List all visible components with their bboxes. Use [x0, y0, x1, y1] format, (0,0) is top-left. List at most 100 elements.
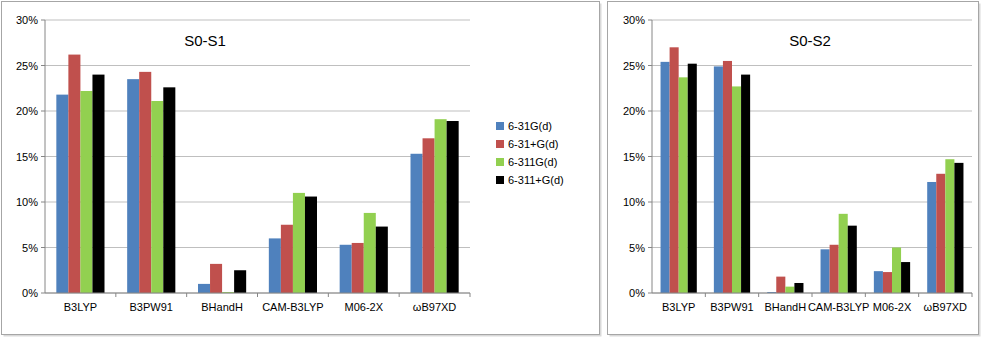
grid-line	[652, 156, 972, 157]
category-label: CAM-B3LYP	[262, 301, 324, 313]
category-tick	[705, 293, 706, 297]
bar	[139, 72, 151, 293]
tick-mark	[648, 202, 652, 203]
legend-swatch	[496, 176, 504, 184]
category-tick	[186, 293, 187, 297]
legend-label: 6-311G(d)	[508, 156, 557, 168]
tick-label: 0%	[629, 287, 645, 299]
grid-line	[652, 65, 972, 66]
bar	[234, 270, 246, 293]
tick-label: 30%	[16, 14, 38, 26]
bar	[151, 101, 163, 293]
figure: 0%5%10%15%20%25%30%B3LYPB3PW91BHandHCAM-…	[0, 0, 981, 337]
bar	[92, 75, 104, 293]
bar	[848, 226, 857, 293]
tick-mark	[41, 293, 45, 294]
chart-panel: 0%5%10%15%20%25%30%B3LYPB3PW91BHandHCAM-…	[608, 2, 981, 337]
bar	[661, 62, 670, 293]
grid-line	[45, 20, 470, 21]
bar	[198, 284, 210, 293]
tick-label: 10%	[16, 196, 38, 208]
category-label: B3LYP	[64, 301, 97, 313]
tick-label: 20%	[16, 105, 38, 117]
grid-line	[45, 65, 470, 66]
tick-mark	[648, 156, 652, 157]
bars	[661, 47, 964, 293]
legend-swatch	[496, 122, 504, 130]
legend-swatch	[496, 158, 504, 166]
tick-label: 5%	[22, 242, 38, 254]
bar	[352, 243, 364, 293]
grid-line	[652, 202, 972, 203]
y-axis	[45, 20, 46, 293]
bar	[883, 272, 892, 293]
grid-line	[45, 156, 470, 157]
category-label: B3LYP	[662, 301, 695, 313]
legend-label: 6-31+G(d)	[508, 138, 558, 150]
tick-mark	[648, 293, 652, 294]
bar	[821, 249, 830, 293]
category-label: CAM-B3LYP	[808, 301, 870, 313]
legend-label: 6-31G(d)	[508, 120, 552, 132]
bar	[794, 283, 803, 293]
tick-label: 5%	[629, 242, 645, 254]
tick-label: 0%	[22, 287, 38, 299]
tick-label: 10%	[623, 196, 645, 208]
bar	[435, 119, 447, 293]
category-tick	[399, 293, 400, 297]
tick-mark	[41, 20, 45, 21]
category-label: ωB97XD	[413, 301, 456, 313]
bar	[376, 227, 388, 293]
category-label: M06-2X	[873, 301, 912, 313]
tick-label: 20%	[623, 105, 645, 117]
tick-mark	[648, 65, 652, 66]
bars	[56, 55, 458, 293]
category-label: BHandH	[765, 301, 807, 313]
tick-label: 25%	[623, 60, 645, 72]
legend-label: 6-311+G(d)	[508, 174, 564, 186]
grid-line	[652, 247, 972, 248]
bar	[901, 262, 910, 293]
category-tick	[972, 293, 973, 297]
category-tick	[918, 293, 919, 297]
bar	[364, 213, 376, 293]
tick-mark	[648, 111, 652, 112]
category-label: ωB97XD	[924, 301, 967, 313]
category-tick	[115, 293, 116, 297]
category-label: M06-2X	[344, 301, 383, 313]
category-label: B3PW91	[130, 301, 173, 313]
bar	[830, 245, 839, 293]
bar	[68, 55, 80, 293]
bar	[776, 277, 785, 293]
bar	[732, 86, 741, 293]
grid-line	[45, 202, 470, 203]
bar	[56, 95, 68, 293]
bar	[741, 75, 750, 293]
bar	[892, 248, 901, 294]
tick-label: 25%	[16, 60, 38, 72]
tick-mark	[41, 156, 45, 157]
grid-line	[45, 247, 470, 248]
tick-label: 30%	[623, 14, 645, 26]
bar	[423, 138, 435, 293]
bar	[839, 214, 848, 293]
category-tick	[257, 293, 258, 297]
bar	[714, 66, 723, 293]
bar	[127, 79, 139, 293]
category-tick	[758, 293, 759, 297]
bar	[723, 61, 732, 293]
category-label: B3PW91	[710, 301, 753, 313]
bar	[945, 159, 954, 293]
bar	[954, 163, 963, 293]
bar	[80, 91, 92, 293]
bar	[874, 271, 883, 293]
category-label: BHandH	[201, 301, 243, 313]
bar	[269, 238, 281, 293]
tick-mark	[41, 247, 45, 248]
category-tick	[470, 293, 471, 297]
category-tick	[812, 293, 813, 297]
bar	[679, 77, 688, 293]
bar	[281, 225, 293, 293]
tick-mark	[648, 20, 652, 21]
category-tick	[865, 293, 866, 297]
